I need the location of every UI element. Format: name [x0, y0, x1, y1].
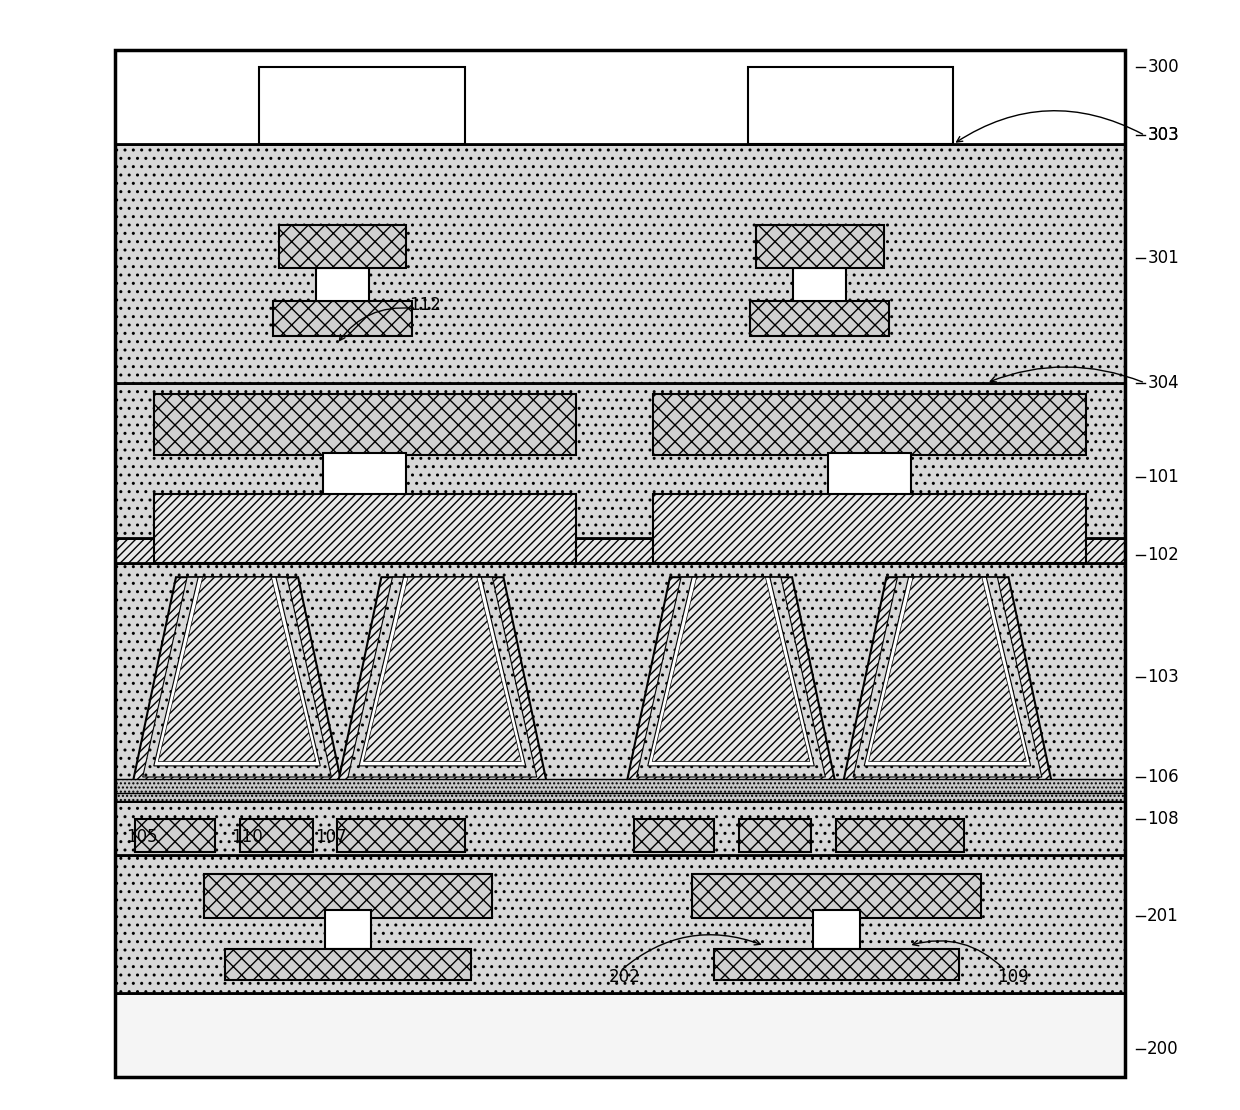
Bar	[739, 819, 811, 852]
Polygon shape	[154, 577, 320, 766]
Text: 108: 108	[1147, 810, 1179, 828]
Polygon shape	[636, 577, 826, 777]
Bar	[750, 301, 889, 336]
Text: 200: 200	[1147, 1040, 1179, 1058]
Text: 102: 102	[1147, 546, 1179, 564]
Text: 112: 112	[409, 296, 441, 314]
Text: 105: 105	[126, 828, 157, 846]
Polygon shape	[647, 577, 815, 766]
Bar	[324, 453, 407, 533]
Bar	[135, 819, 215, 852]
Bar	[756, 225, 884, 268]
Polygon shape	[864, 577, 1030, 766]
Text: 304: 304	[1147, 374, 1179, 392]
Polygon shape	[348, 577, 537, 777]
Polygon shape	[853, 577, 1042, 777]
Polygon shape	[337, 577, 548, 788]
Polygon shape	[625, 577, 837, 788]
Bar	[692, 874, 981, 918]
Bar	[241, 819, 312, 852]
Bar	[115, 779, 1125, 793]
Bar	[226, 949, 471, 980]
Bar	[325, 910, 371, 949]
Polygon shape	[363, 577, 521, 761]
Bar	[115, 538, 1125, 563]
Bar	[653, 394, 1086, 455]
Bar	[828, 453, 911, 533]
Bar	[837, 819, 965, 852]
Text: 106: 106	[1147, 768, 1179, 786]
Bar	[813, 910, 859, 949]
Bar	[316, 268, 370, 301]
Text: 101: 101	[1147, 468, 1179, 486]
Bar	[115, 855, 1125, 993]
Bar	[115, 801, 1125, 855]
Polygon shape	[652, 577, 810, 761]
Bar	[635, 819, 714, 852]
Text: 303: 303	[1147, 127, 1179, 144]
Bar	[115, 50, 1125, 144]
Bar	[115, 993, 1125, 1077]
Bar	[203, 874, 492, 918]
Bar	[714, 949, 959, 980]
Polygon shape	[143, 577, 331, 777]
Polygon shape	[869, 577, 1027, 761]
Bar	[154, 394, 575, 455]
Text: 201: 201	[1147, 907, 1179, 925]
Bar	[794, 268, 847, 301]
Bar	[337, 819, 465, 852]
Bar	[273, 301, 412, 336]
Text: 301: 301	[1147, 249, 1179, 266]
Text: 103: 103	[1147, 668, 1179, 686]
Polygon shape	[842, 577, 1053, 788]
Text: 109: 109	[997, 968, 1029, 986]
Bar	[279, 225, 407, 268]
Bar	[259, 67, 465, 144]
Text: 107: 107	[315, 828, 346, 846]
Polygon shape	[159, 577, 316, 761]
Bar	[115, 790, 1125, 801]
Bar	[115, 383, 1125, 538]
Bar	[115, 144, 1125, 383]
Bar	[748, 67, 954, 144]
Polygon shape	[360, 577, 526, 766]
Text: 303: 303	[1147, 127, 1179, 144]
Polygon shape	[131, 577, 342, 788]
Text: 110: 110	[232, 828, 263, 846]
Bar	[653, 494, 1086, 563]
Text: 300: 300	[1147, 58, 1179, 75]
Bar	[154, 494, 575, 563]
Bar	[115, 563, 1125, 801]
Text: 202: 202	[609, 968, 641, 986]
